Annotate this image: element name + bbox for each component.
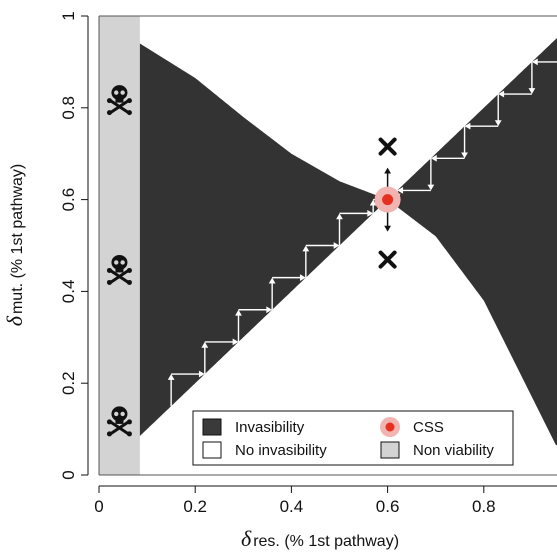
staircase-right-arrowhead [266,306,273,314]
staircase-left-arrowhead [498,90,505,98]
bone-knob [106,419,112,425]
staircase-up-arrowhead [369,199,377,206]
staircase-down-arrowhead [494,120,502,127]
skull-jaw [115,418,124,424]
legend-label: Invasibility [235,419,305,436]
legend-label: Non viability [413,442,494,459]
bone-knob [126,279,132,285]
x-tick-label: 0.6 [376,497,400,516]
skull-eye [114,411,119,417]
bone-knob [126,98,132,104]
adaptive-dynamics-arrows [167,58,557,407]
staircase-left-arrowhead [430,154,437,162]
x-tick-label: 0.8 [472,497,496,516]
y-tick-label: 0.6 [59,188,78,212]
crossbone [108,268,130,284]
staircase-up-arrowhead [167,374,175,380]
css-point [382,194,394,206]
bone-knob [106,110,112,116]
bone-knob [126,267,132,273]
plot-content [99,16,557,475]
css-up-arrowhead [384,167,391,174]
legend: Invasibility CSS No invasibility Non viabil… [192,410,514,466]
skull-crossbones-icon [106,406,132,437]
x-axis-label-text: res. (% 1st pathway) [253,533,399,550]
skull-eye [120,411,125,417]
x-tick-label: 0.2 [183,497,207,516]
skull-head [111,85,128,101]
bone-knob [106,98,112,104]
bone-knob [106,431,112,437]
skull-crossbones-icon [106,254,132,285]
bone-knob [126,419,132,425]
y-axis-label-symbol: δ [2,315,27,326]
crossbone [108,420,130,436]
staircase-down-arrowhead [427,184,435,191]
skull-eye [114,90,119,95]
skull-eye [120,260,125,265]
y-axis-label: δmut. (% 1st pathway) [2,164,27,327]
staircase-right-arrowhead [299,274,306,282]
skull-eye [120,90,125,95]
x-mark-stroke [378,250,397,269]
bone-knob [126,110,132,116]
staircase-left-arrowhead [464,122,471,130]
bone-knob [106,279,112,285]
x-mark-icon [378,250,397,269]
invasibility-region-left [139,43,388,436]
css-down-arrowhead [384,225,391,232]
legend-swatch [202,418,222,436]
non-viability-band [99,16,140,475]
x-tick-label: 0.4 [280,497,304,516]
skull-jaw [115,267,124,273]
legend-swatch [380,441,400,459]
y-tick-label: 0 [59,470,78,479]
legend-box [192,410,514,466]
crossbone [108,99,130,115]
x-axis-label-symbol: δ [241,526,252,551]
staircase-up-arrowhead [235,309,242,316]
staircase-right-arrowhead [232,338,239,346]
staircase-right-arrowhead [367,209,374,217]
y-tick-label: 0.4 [59,280,78,304]
skull-jaw [115,97,124,103]
x-mark-icon [378,137,397,156]
skull-eye [114,260,119,265]
y-tick-label: 1 [59,11,78,20]
y-tick-label: 0.2 [59,371,78,395]
staircase-up-arrowhead [201,341,209,348]
legend-swatch-css [385,422,395,432]
bone-knob [126,431,132,437]
x-mark-stroke [378,137,397,156]
legend-label: No invasibility [235,442,327,459]
staircase-up-arrowhead [336,213,343,220]
legend-swatch [202,441,222,459]
staircase-left-arrowhead [531,58,538,66]
staircase-right-arrowhead [333,242,340,249]
staircase-right-arrowhead [198,370,205,378]
x-tick-label: 0 [94,497,103,516]
invasibility-region-right [388,37,557,446]
skull-head [111,406,128,422]
staircase-up-arrowhead [268,277,276,284]
staircase-left-arrowhead [397,187,404,194]
legend-label: CSS [413,419,444,436]
x-axis-label: δ res. (% 1st pathway) [241,526,399,551]
staircase-down-arrowhead [528,88,536,95]
bone-knob [106,267,112,273]
skull-head [111,254,128,270]
staircase-up-arrowhead [302,245,310,252]
skull-crossbones-icon [106,85,132,116]
y-tick-label: 0.8 [59,96,78,120]
plot-area [99,16,557,475]
axes: 0 0.2 0.4 0.6 0.800.20.40.60.81δ res. (% 1st … [2,11,557,551]
y-axis-label-text: mut. (% 1st pathway) [9,164,26,314]
staircase-down-arrowhead [461,152,468,159]
